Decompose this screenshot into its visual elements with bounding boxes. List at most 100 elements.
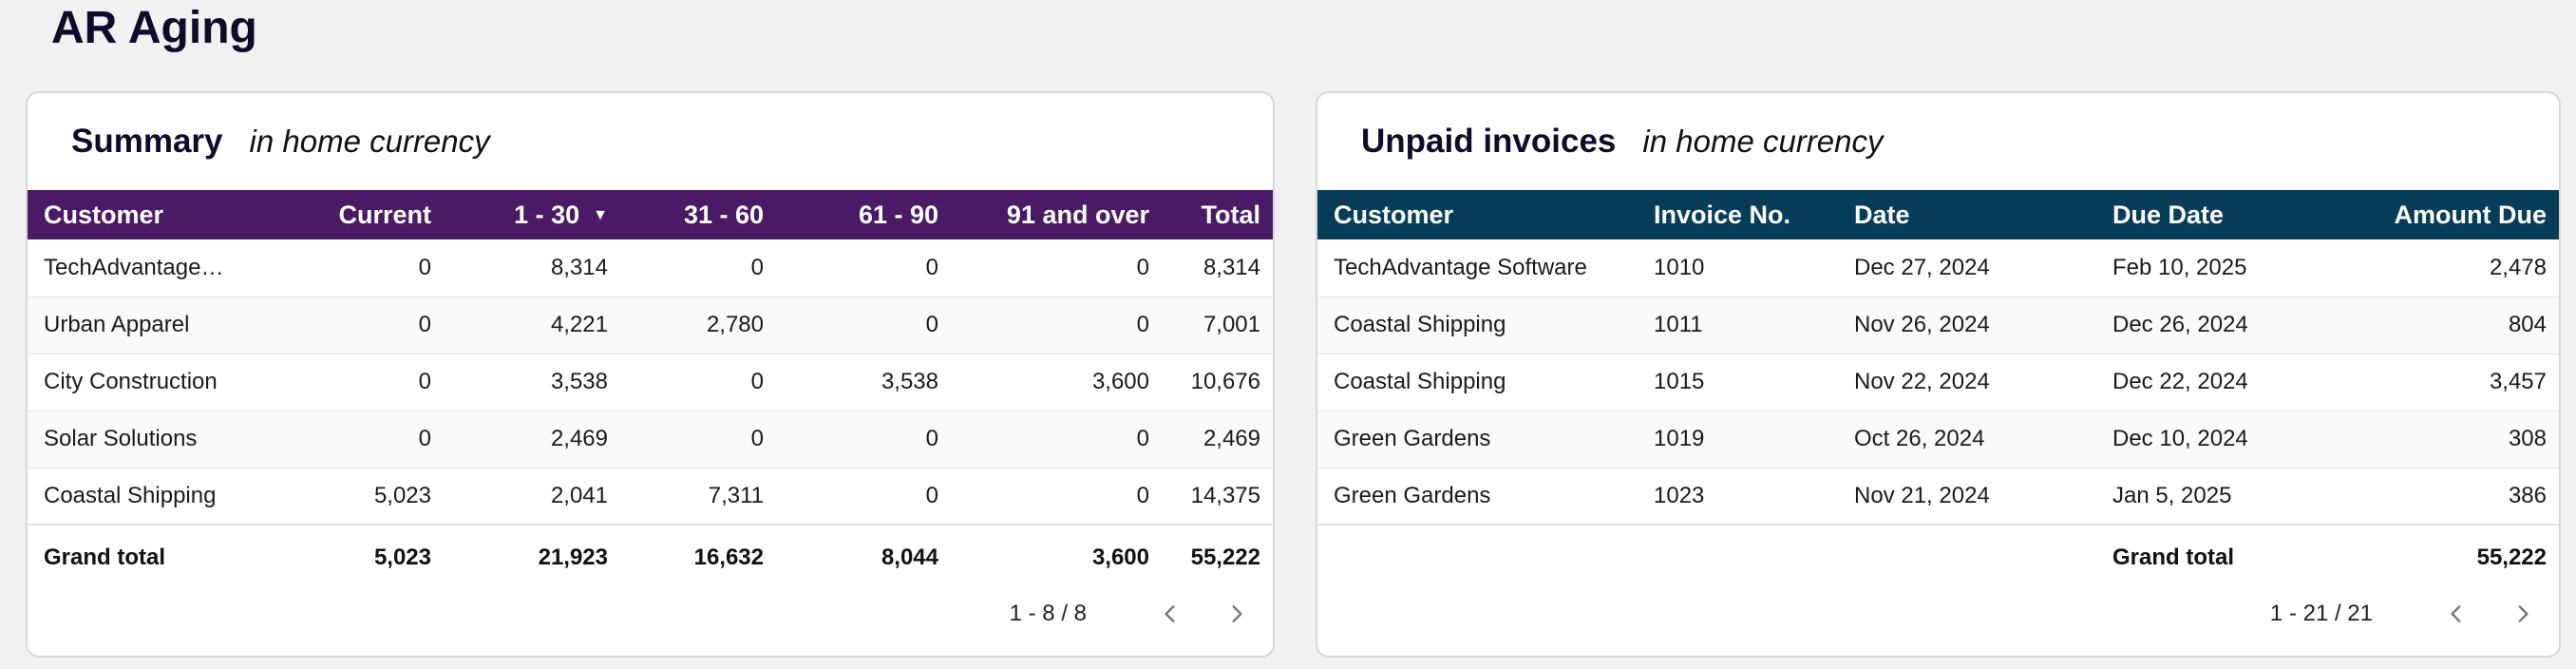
page-title: AR Aging (51, 3, 257, 53)
column-header-total[interactable]: Total (1201, 200, 1261, 229)
table-row[interactable]: Green Gardens 1023 Nov 21, 2024 Jan 5, 2025… (1317, 468, 2559, 525)
table-row[interactable]: Urban Apparel 0 4,221 2,780 0 0 7,001 (28, 296, 1273, 354)
amount-cell: 0 (925, 482, 938, 508)
table-row[interactable]: Coastal Shipping 1015 Nov 22, 2024 Dec 22, … (1317, 354, 2559, 411)
amount-cell: 7,001 (1203, 312, 1260, 337)
amount-cell: 2,041 (550, 482, 608, 508)
amount-due-cell: 804 (2508, 312, 2547, 337)
summary-title: Summary (71, 123, 223, 160)
amount-cell: 0 (1136, 312, 1149, 337)
amount-cell: 0 (750, 426, 764, 451)
amount-cell: 0 (750, 254, 764, 280)
column-header-1-30[interactable]: 1 - 30 ▼ (447, 190, 624, 239)
chevron-left-icon[interactable] (2439, 597, 2473, 631)
summary-page-range: 1 - 8 / 8 (1009, 601, 1087, 626)
customer-cell: Urban Apparel (44, 312, 190, 337)
amount-cell: 8,314 (550, 254, 608, 280)
column-header-1-30-label: 1 - 30 (514, 200, 580, 229)
amount-cell: 0 (925, 254, 938, 280)
column-header-61-90[interactable]: 61 - 90 (858, 200, 938, 229)
column-header-31-60[interactable]: 31 - 60 (683, 200, 764, 229)
due-date-cell: Dec 22, 2024 (2112, 369, 2248, 394)
invoices-pager: 1 - 21 / 21 (2270, 597, 2540, 631)
total-1-30: 21,923 (538, 544, 608, 570)
invoices-header-row: Customer Invoice No. Date Due Date Amoun… (1317, 190, 2559, 239)
amount-cell: 4,221 (550, 312, 608, 337)
amount-due-cell: 2,478 (2489, 254, 2547, 280)
customer-cell: TechAdvantage Software (1334, 254, 1587, 280)
chevron-left-icon[interactable] (1153, 597, 1187, 631)
caret-down-icon: ▼ (593, 207, 608, 224)
date-cell: Dec 27, 2024 (1854, 254, 1990, 280)
amount-cell: 3,538 (881, 369, 938, 394)
table-row[interactable]: Coastal Shipping 1011 Nov 26, 2024 Dec 26, … (1317, 296, 2559, 354)
amount-cell: 2,469 (550, 426, 608, 451)
amount-cell: 2,780 (706, 312, 764, 337)
amount-cell: 0 (1136, 254, 1149, 280)
due-date-cell: Jan 5, 2025 (2112, 482, 2232, 508)
invoice-no-cell: 1010 (1654, 254, 1705, 280)
date-cell: Oct 26, 2024 (1854, 426, 1985, 451)
summary-header-row: Customer Current 1 - 30 ▼ 31 - 60 61 - 90… (28, 190, 1273, 239)
table-row[interactable]: TechAdvantage Software 1010 Dec 27, 2024 Fe… (1317, 239, 2559, 296)
amount-cell: 0 (925, 312, 938, 337)
summary-table: Customer Current 1 - 30 ▼ 31 - 60 61 - 90… (28, 190, 1273, 589)
total-61-90: 8,044 (881, 544, 938, 570)
amount-cell: 3,538 (550, 369, 608, 394)
amount-cell: 14,375 (1190, 482, 1260, 508)
chevron-right-icon[interactable] (1220, 597, 1254, 631)
amount-cell: 7,311 (708, 482, 764, 508)
amount-cell: 2,469 (1203, 426, 1260, 451)
column-header-customer[interactable]: Customer (44, 200, 164, 229)
amount-cell: 0 (418, 369, 431, 394)
invoice-no-cell: 1015 (1654, 369, 1705, 394)
summary-pager: 1 - 8 / 8 (1010, 597, 1254, 631)
summary-card: Summary in home currency Customer Curren… (26, 91, 1275, 658)
table-row[interactable]: Coastal Shipping 5,023 2,041 7,311 0 0 14,375 (28, 468, 1273, 525)
amount-cell: 0 (750, 369, 764, 394)
total-91-over: 3,600 (1091, 544, 1149, 570)
summary-header: Summary in home currency (28, 93, 1273, 190)
amount-cell: 3,600 (1091, 369, 1149, 394)
amount-due-cell: 386 (2508, 482, 2547, 508)
column-header-91-over[interactable]: 91 and over (1006, 200, 1149, 229)
date-cell: Nov 21, 2024 (1854, 482, 1990, 508)
column-header-date[interactable]: Date (1854, 200, 1910, 229)
customer-cell: City Construction (44, 369, 218, 394)
summary-subtitle: in home currency (249, 124, 490, 159)
invoices-card: Unpaid invoices in home currency Custome… (1316, 91, 2561, 658)
amount-due-cell: 308 (2508, 426, 2547, 451)
amount-cell: 0 (925, 426, 938, 451)
invoices-table: Customer Invoice No. Date Due Date Amoun… (1317, 190, 2559, 589)
invoice-no-cell: 1011 (1654, 312, 1703, 337)
amount-cell: 8,314 (1203, 254, 1260, 280)
date-cell: Nov 22, 2024 (1854, 369, 1990, 394)
due-date-cell: Dec 10, 2024 (2112, 426, 2248, 451)
column-header-current[interactable]: Current (338, 200, 431, 229)
invoices-total-row: Grand total 55,222 (1317, 525, 2559, 589)
column-header-invoice-no[interactable]: Invoice No. (1654, 200, 1791, 229)
amount-cell: 0 (1136, 426, 1149, 451)
table-row[interactable]: City Construction 0 3,538 0 3,538 3,600 10,676 (28, 354, 1273, 411)
grand-total-amount: 55,222 (2476, 544, 2547, 570)
column-header-amount-due[interactable]: Amount Due (2394, 200, 2547, 229)
amount-cell: 5,023 (373, 482, 431, 508)
amount-cell: 0 (418, 426, 431, 451)
chevron-right-icon[interactable] (2506, 597, 2540, 631)
summary-total-row: Grand total 5,023 21,923 16,632 8,044 3,… (28, 525, 1273, 589)
customer-cell: Coastal Shipping (1334, 312, 1506, 337)
amount-cell: 0 (1136, 482, 1149, 508)
column-header-due-date[interactable]: Due Date (2112, 200, 2225, 229)
due-date-cell: Feb 10, 2025 (2112, 254, 2247, 280)
table-row[interactable]: Green Gardens 1019 Oct 26, 2024 Dec 10, 202… (1317, 411, 2559, 468)
invoices-page-range: 1 - 21 / 21 (2269, 601, 2373, 626)
customer-cell: Solar Solutions (44, 426, 198, 451)
customer-cell: Coastal Shipping (44, 482, 217, 508)
amount-cell: 0 (418, 254, 431, 280)
invoice-no-cell: 1019 (1654, 426, 1705, 451)
table-row[interactable]: Solar Solutions 0 2,469 0 0 0 2,469 (28, 411, 1273, 468)
column-header-customer[interactable]: Customer (1334, 200, 1454, 229)
table-row[interactable]: TechAdvantage Software 0 8,314 0 0 0 8,314 (28, 239, 1273, 296)
invoices-header: Unpaid invoices in home currency (1317, 93, 2559, 190)
grand-total-label: Grand total (2112, 544, 2235, 570)
